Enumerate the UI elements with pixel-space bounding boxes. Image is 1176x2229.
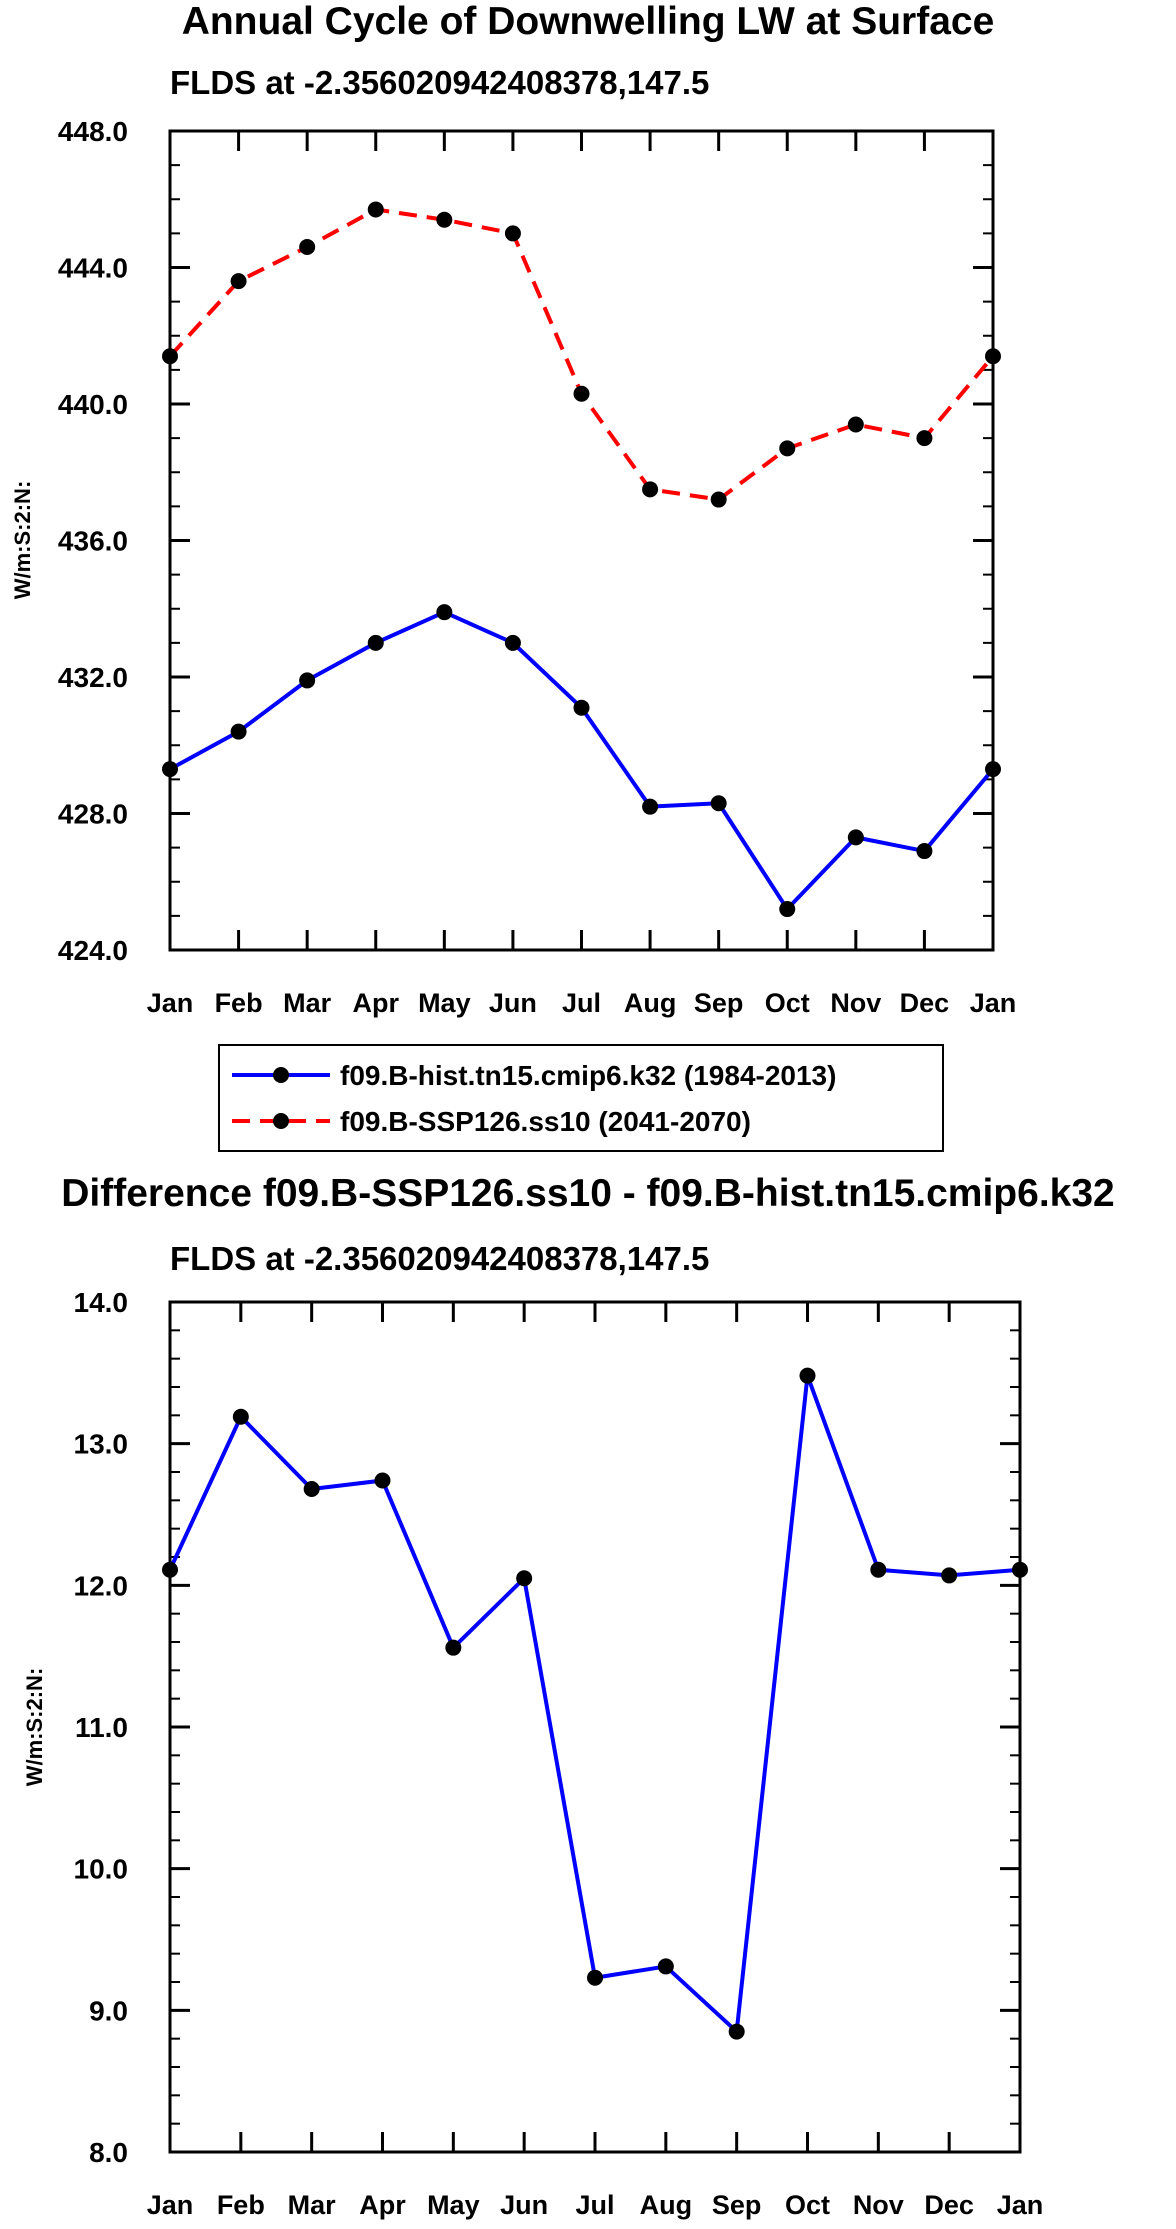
x-tick-label: Feb — [215, 988, 263, 1018]
chart-title: Annual Cycle of Downwelling LW at Surfac… — [181, 0, 995, 43]
data-point — [657, 1958, 674, 1975]
y-tick-label: 9.0 — [89, 1995, 128, 2026]
x-tick-label: Jun — [489, 988, 537, 1018]
chart-subtitle: FLDS at -2.356020942408378,147.5 — [170, 64, 710, 101]
data-point — [941, 1567, 958, 1584]
y-tick-label: 440.0 — [58, 389, 128, 420]
x-tick-label: Nov — [830, 988, 881, 1018]
data-point — [162, 348, 178, 365]
data-point — [299, 239, 316, 256]
y-tick-label: 432.0 — [58, 662, 128, 693]
plot-frame — [168, 1300, 1022, 2154]
y-tick-label: 12.0 — [74, 1570, 129, 1601]
y-tick-label: 436.0 — [58, 526, 128, 557]
data-point — [710, 795, 727, 812]
x-tick-label: Nov — [853, 2190, 904, 2220]
data-point — [587, 1969, 603, 1986]
difference-chart-title: Difference f09.B-SSP126.ss10 - f09.B-his… — [61, 1172, 1115, 1215]
data-point — [642, 798, 659, 815]
data-point — [230, 273, 247, 290]
x-tick-label: Jan — [970, 988, 1017, 1018]
x-tick-label: Jul — [562, 988, 601, 1018]
series-line-1 — [168, 1373, 1021, 2034]
data-point — [162, 761, 178, 778]
y-tick-label: 10.0 — [74, 1854, 129, 1885]
data-point — [779, 901, 796, 918]
x-tick-label: Jan — [147, 988, 194, 1018]
data-point — [445, 1639, 462, 1656]
x-tick-label: May — [418, 988, 471, 1018]
data-point — [504, 225, 521, 242]
data-point — [516, 1570, 533, 1587]
data-point — [642, 481, 659, 498]
x-tick-label: Aug — [624, 988, 676, 1018]
x-tick-label: Jan — [997, 2190, 1044, 2220]
data-point — [799, 1367, 816, 1384]
data-point — [436, 211, 453, 228]
y-tick-label: 444.0 — [58, 253, 128, 284]
data-point — [916, 843, 933, 860]
data-point — [504, 634, 521, 651]
x-tick-label: Mar — [288, 2190, 337, 2220]
data-point — [1012, 1561, 1028, 1578]
x-tick-label: Apr — [359, 2190, 406, 2220]
x-tick-label: Dec — [924, 2190, 974, 2220]
data-point — [847, 416, 864, 433]
x-tick-label: May — [427, 2190, 480, 2220]
y-tick-label: 428.0 — [58, 799, 128, 830]
legend-label-1: f09.B-hist.tn15.cmip6.k32 (1984-2013) — [340, 1060, 836, 1091]
plot-frame — [168, 129, 995, 952]
data-point — [779, 440, 796, 457]
data-point — [230, 723, 247, 740]
x-tick-label: Jun — [500, 2190, 548, 2220]
x-tick-label: Oct — [765, 988, 810, 1018]
y-axis-label: W/m:S:2:N: — [10, 481, 35, 600]
data-point — [232, 1408, 249, 1425]
legend-marker — [273, 1113, 289, 1129]
x-tick-label: Sep — [694, 988, 744, 1018]
legend-marker — [273, 1067, 289, 1083]
data-point — [870, 1561, 887, 1578]
chart-2: 8.0 9.0 10.0 11.0 12.0 13.0 14.0 Jan Feb Mar Apr Ma… — [22, 1287, 1043, 2220]
x-tick-label: Jul — [575, 2190, 614, 2220]
y-tick-label: 448.0 — [58, 116, 128, 147]
x-tick-label: Feb — [217, 2190, 265, 2220]
y-axis-label: W/m:S:2:N: — [22, 1668, 47, 1787]
x-tick-label: Aug — [640, 2190, 692, 2220]
data-point — [847, 829, 864, 846]
data-point — [162, 1561, 178, 1578]
data-point — [299, 672, 316, 689]
y-tick-label: 8.0 — [89, 2137, 128, 2168]
data-point — [916, 430, 933, 447]
data-point — [367, 201, 384, 218]
data-point — [303, 1481, 320, 1497]
data-point — [985, 348, 1001, 365]
legend-entries: f09.B-hist.tn15.cmip6.k32 (1984-2013) f09… — [232, 1060, 836, 1137]
legend-label-2: f09.B-SSP126.ss10 (2041-2070) — [340, 1106, 751, 1137]
series-line-1 — [169, 610, 995, 912]
x-tick-label: Oct — [785, 2190, 830, 2220]
data-point — [374, 1472, 391, 1489]
x-tick-label: Mar — [283, 988, 332, 1018]
y-tick-label: 11.0 — [75, 1712, 128, 1743]
legend — [218, 1044, 944, 1152]
data-point — [436, 604, 453, 621]
series-line-2 — [168, 207, 995, 502]
x-tick-label: Jan — [147, 2190, 194, 2220]
x-tick-label: Apr — [353, 988, 400, 1018]
y-tick-label: 14.0 — [74, 1287, 129, 1318]
data-point — [573, 699, 590, 716]
data-point — [573, 385, 590, 402]
x-tick-label: Dec — [900, 988, 950, 1018]
y-tick-label: 424.0 — [58, 935, 128, 966]
data-point — [367, 634, 384, 651]
difference-chart-subtitle: FLDS at -2.356020942408378,147.5 — [170, 1240, 710, 1277]
data-point — [710, 491, 727, 508]
data-point — [985, 761, 1001, 778]
chart-1: 424.0 428.0 432.0 436.0 440.0 444.0 448.0 Jan Fe… — [10, 116, 1016, 1018]
data-point — [728, 2023, 745, 2040]
x-tick-label: Sep — [712, 2190, 762, 2220]
y-tick-label: 13.0 — [74, 1429, 129, 1460]
